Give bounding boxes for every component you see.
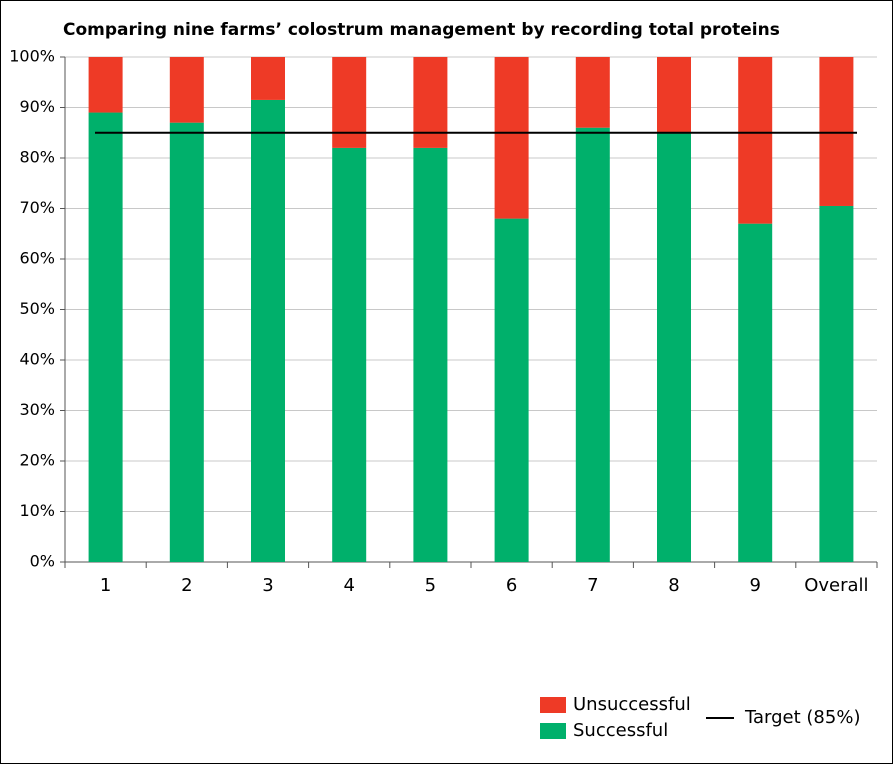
x-tick-label: 9 bbox=[749, 575, 760, 596]
bar-segment bbox=[494, 218, 529, 562]
bar-segment bbox=[332, 147, 367, 562]
chart-title: Comparing nine farms’ colostrum manageme… bbox=[63, 20, 780, 40]
x-tick-label: 8 bbox=[668, 575, 679, 596]
bar-segment bbox=[332, 57, 367, 148]
bar-segment bbox=[251, 57, 285, 100]
legend-label: Target (85%) bbox=[744, 707, 860, 728]
y-tick-label: 80% bbox=[19, 148, 55, 167]
bar-segment bbox=[819, 57, 854, 206]
y-tick-label: 20% bbox=[19, 451, 55, 470]
y-tick-label: 90% bbox=[19, 97, 55, 116]
bar-segment bbox=[575, 127, 610, 562]
bar-segment bbox=[169, 122, 204, 563]
legend-swatch bbox=[540, 723, 566, 739]
bar-segment bbox=[738, 57, 773, 224]
bar-segment bbox=[251, 99, 285, 563]
x-tick-label: 2 bbox=[181, 575, 192, 596]
x-tick-label: 4 bbox=[343, 575, 354, 596]
x-tick-label: 7 bbox=[587, 575, 598, 596]
legend-label: Successful bbox=[573, 720, 668, 741]
legend-label: Unsuccessful bbox=[573, 694, 691, 715]
y-tick-label: 40% bbox=[19, 350, 55, 369]
x-tick-label: 5 bbox=[425, 575, 436, 596]
bar-segment bbox=[413, 57, 448, 148]
bar-segment bbox=[819, 205, 854, 562]
y-tick-label: 10% bbox=[19, 501, 55, 520]
y-tick-label: 100% bbox=[9, 47, 55, 66]
legend-swatch bbox=[540, 697, 566, 713]
bar-segment bbox=[738, 223, 773, 562]
bar-segment bbox=[657, 57, 691, 133]
bar-segment bbox=[413, 147, 448, 562]
bar-segment bbox=[88, 112, 123, 563]
x-tick-label: 1 bbox=[100, 575, 111, 596]
bar-segment bbox=[657, 132, 691, 562]
bar-segment bbox=[88, 57, 123, 113]
y-tick-label: 30% bbox=[19, 400, 55, 419]
y-tick-label: 70% bbox=[19, 198, 55, 217]
bar-segment bbox=[169, 57, 204, 123]
x-tick-label: 3 bbox=[262, 575, 273, 596]
x-tick-label: 6 bbox=[506, 575, 517, 596]
y-tick-label: 0% bbox=[30, 552, 55, 571]
bar-segment bbox=[575, 57, 610, 128]
x-tick-label: Overall bbox=[804, 575, 868, 596]
bar-segment bbox=[494, 57, 529, 219]
y-tick-label: 50% bbox=[19, 299, 55, 318]
y-tick-label: 60% bbox=[19, 249, 55, 268]
